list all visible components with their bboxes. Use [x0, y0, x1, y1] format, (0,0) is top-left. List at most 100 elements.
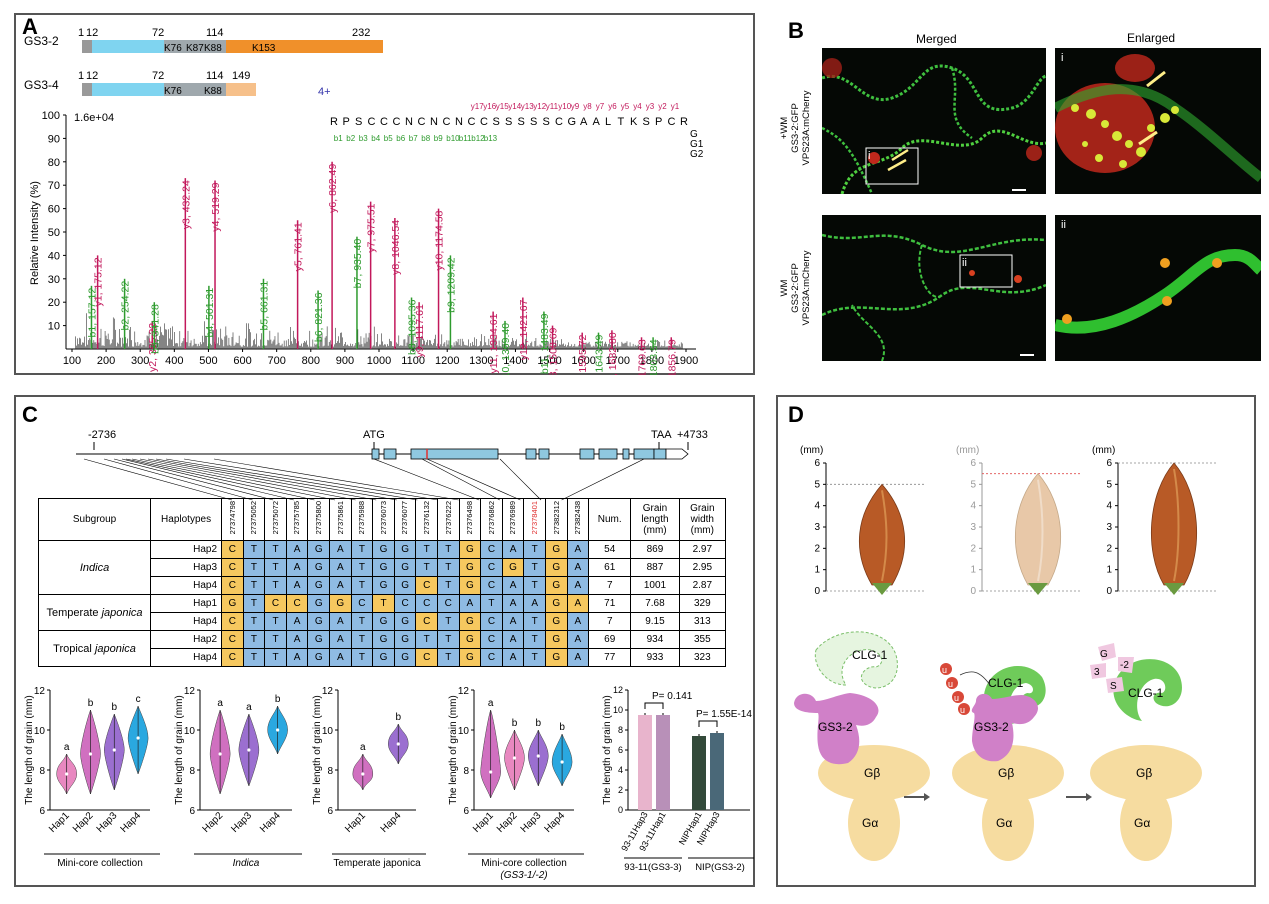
- snp-base-cell: T: [523, 612, 546, 631]
- snp-base-cell: G: [544, 540, 568, 559]
- bar-caption-1: 93-11(GS3-3): [624, 862, 681, 873]
- violin-y-tick: 8: [39, 766, 45, 777]
- b-ion-label: b3: [359, 134, 368, 143]
- enlarged-ii-label: ii: [1061, 219, 1066, 231]
- mm-tick: 6: [970, 458, 976, 469]
- mm-tick: 2: [970, 543, 976, 554]
- snp-base-cell: G: [458, 540, 482, 559]
- micrograph-wm-enlarged: ii: [1055, 215, 1261, 361]
- svg-text:VPS23A:mCherry: VPS23A:mCherry: [801, 90, 812, 165]
- col-merged-title: Merged: [916, 32, 957, 46]
- y-ion-label: y3: [646, 102, 655, 111]
- snp-position-header: 27376222: [436, 498, 460, 541]
- snp-base-cell: G: [329, 594, 352, 613]
- b-ion-label: b5: [384, 134, 393, 143]
- b-ion-label: b10: [446, 134, 460, 143]
- micrograph-wm-merged: ii: [822, 215, 1046, 361]
- haplotype-cell: Hap4: [150, 648, 223, 667]
- panel-d: [776, 395, 1256, 887]
- micrograph-wm-plus-merged: i: [822, 48, 1046, 194]
- peptide-residue: C: [443, 116, 451, 128]
- grain-width-cell: 329: [678, 594, 727, 613]
- spectrum-ticks: 10 20 30 40 50 60 70 80 90 100 100 200 300 400 500 600 7…: [42, 110, 699, 367]
- y-ion-label: y4: [633, 102, 642, 111]
- snp-base-cell: T: [264, 648, 287, 667]
- violin-caption: Mini-core collection: [481, 858, 567, 869]
- svg-text:12: 12: [86, 70, 98, 82]
- violin-y-tick: 12: [184, 686, 196, 697]
- p-value-1: P= 0.141: [652, 691, 693, 702]
- ion-peak-label: y3, 432.24: [180, 180, 192, 229]
- spectrum-noise: [75, 313, 683, 349]
- gbeta-label-3: Gβ: [1136, 766, 1152, 780]
- peptide-residue: P: [655, 116, 662, 128]
- x-tick-label: 900: [336, 355, 354, 367]
- x-tick-label: 100: [63, 355, 81, 367]
- violin-y-tick: 12: [458, 686, 470, 697]
- gene-atg-label: ATG: [363, 429, 385, 441]
- snp-base-cell: C: [415, 648, 438, 667]
- significance-letter: b: [88, 698, 94, 709]
- snp-base-cell: C: [393, 594, 417, 613]
- snp-base-cell: A: [566, 630, 590, 649]
- bar: [710, 733, 724, 810]
- subgroup-cell: Indica: [37, 540, 152, 595]
- snp-base-cell: G: [372, 648, 395, 667]
- subgroup-cell: Temperate japonica: [37, 594, 152, 631]
- y-ion-label: y16: [483, 102, 496, 111]
- panel-a: [14, 13, 755, 375]
- bar-y-tick: 0: [618, 805, 623, 815]
- snp-base-cell: G: [393, 612, 417, 631]
- snp-base-cell: T: [523, 558, 546, 577]
- grain-length-cell: 933: [630, 648, 680, 667]
- gly-g2: G2: [690, 149, 704, 160]
- grain-length-cell: 887: [630, 558, 680, 577]
- snp-position-header: 27375800: [307, 498, 331, 541]
- mm-label: (mm): [1092, 445, 1115, 456]
- peptide-residue: C: [468, 116, 476, 128]
- snp-base-cell: G: [393, 648, 417, 667]
- peptide-residue: S: [518, 116, 525, 128]
- ion-peak-label: y13, 1508.69: [548, 327, 560, 375]
- ion-peak-label: b10, 1369.40: [500, 323, 512, 375]
- snp-base-cell: G: [458, 558, 482, 577]
- num-cell: 54: [588, 540, 632, 559]
- y-tick-label: 10: [48, 321, 60, 333]
- gs3-4-domain-map: GS3-4 1 12 72 114 149 K76 K88: [24, 70, 256, 97]
- violin-caption: Indica: [233, 858, 260, 869]
- snp-base-cell: G: [221, 594, 244, 613]
- y-tick-label: 100: [42, 110, 60, 122]
- b-ion-label: b1: [334, 134, 343, 143]
- ion-peak-label: b5, 661.31: [258, 281, 270, 331]
- bar-y-tick: 4: [618, 765, 623, 775]
- snp-base-cell: A: [285, 612, 309, 631]
- snp-base-cell: T: [480, 594, 503, 613]
- peptide-residue: C: [380, 116, 388, 128]
- y-tick-label: 20: [48, 297, 60, 309]
- num-cell: 61: [588, 558, 632, 577]
- haplotype-row: Temperate japonica Hap1 G T C C G G C T C C C A T A A G A 7…: [37, 594, 727, 631]
- y-tick-label: 90: [48, 133, 60, 145]
- snp-base-cell: C: [480, 630, 503, 649]
- snp-base-cell: G: [393, 630, 417, 649]
- bar-y-tick: 10: [613, 705, 623, 715]
- mm-label: (mm): [800, 445, 823, 456]
- bar: [692, 736, 706, 810]
- subgroup-cell: Tropical japonica: [37, 630, 152, 667]
- violin-x-label: Hap1: [471, 810, 496, 835]
- mm-tick: 3: [1106, 522, 1112, 533]
- snp-base-cell: G: [307, 612, 331, 631]
- mm-tick: 5: [1106, 479, 1112, 490]
- snp-base-cell: G: [307, 558, 331, 577]
- mm-tick: 4: [1106, 501, 1112, 512]
- svg-text:1: 1: [78, 70, 84, 82]
- snp-base-cell: A: [285, 540, 309, 559]
- snp-base-cell: C: [480, 576, 503, 595]
- snp-base-cell: G: [372, 576, 395, 595]
- ion-peak-label: b2, 254.22: [120, 281, 132, 331]
- mm-tick: 2: [1106, 543, 1112, 554]
- snp-base-cell: C: [221, 576, 244, 595]
